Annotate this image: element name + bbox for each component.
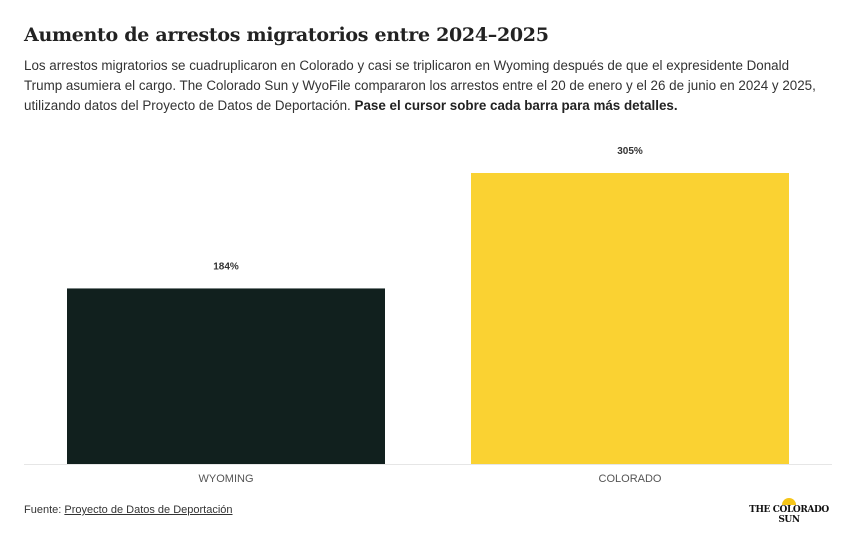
data-label: 305%: [617, 146, 643, 157]
x-tick-label: WYOMING: [199, 473, 254, 485]
description-text: Los arrestos migratorios se cuadruplicar…: [24, 58, 816, 113]
source-link[interactable]: Proyecto de Datos de Deportación: [64, 504, 233, 516]
description-hint: Pase el cursor sobre cada barra para más…: [354, 98, 678, 113]
source-label: Fuente:: [24, 504, 62, 516]
chart-title: Aumento de arrestos migratorios entre 20…: [24, 24, 549, 46]
colorado-sun-logo: THE COLORADO SUN: [743, 498, 835, 525]
x-tick-label: COLORADO: [599, 473, 662, 485]
chart-description: Los arrestos migratorios se cuadruplicar…: [24, 56, 824, 116]
bar-colorado[interactable]: [471, 173, 789, 464]
data-label: 184%: [213, 261, 239, 272]
sun-icon: [782, 498, 796, 505]
source-note: Fuente: Proyecto de Datos de Deportación: [24, 504, 233, 516]
bar-wyoming[interactable]: [67, 288, 385, 464]
logo-text: THE COLORADO SUN: [749, 505, 829, 525]
